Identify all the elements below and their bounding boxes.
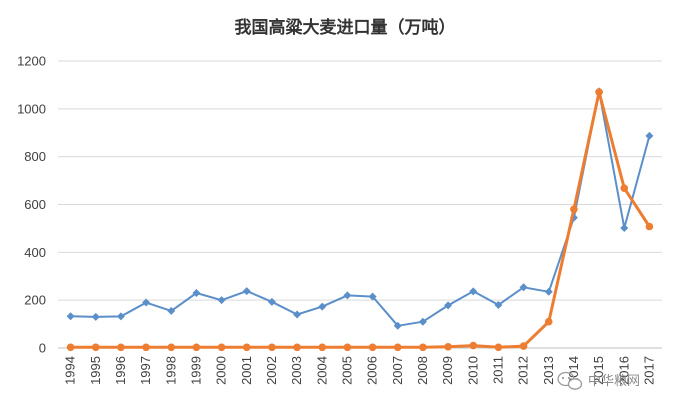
x-tick-label: 2004 [314,356,329,385]
x-tick-label: 1994 [63,356,78,385]
x-tick-labels: 1994 1995 1996 1997 1998 1999 2000 2001 2002 2003… [63,356,657,385]
x-tick-label: 1999 [188,356,203,385]
x-tick-label: 2016 [616,356,631,385]
y-tick-label: 1000 [17,101,46,116]
series-2-point [645,222,654,231]
series-1-point [293,310,302,319]
series-1-point [469,287,478,296]
series-1-point [167,306,176,315]
x-tick-label: 2002 [264,356,279,385]
series-lines [66,87,654,352]
x-tick-label: 2007 [390,356,405,385]
y-tick-labels: 0 200 400 600 800 1000 1200 [17,54,46,356]
x-tick-label: 2012 [516,356,531,385]
x-tick-label: 1995 [88,356,103,385]
series-2-point [242,343,251,352]
series-1 [66,87,654,330]
series-1-point [343,291,352,300]
y-tick-label: 0 [39,341,46,356]
series-2-point [620,184,629,193]
x-tick-label: 2000 [214,356,229,385]
series-2-line [70,90,651,349]
series-2-point [595,88,603,96]
y-tick-label: 400 [24,245,46,260]
series-1-point [242,287,251,296]
wechat-icon [557,371,583,390]
watermark-text: 中华粮网 [588,374,640,389]
x-tick-label: 2006 [365,356,380,385]
y-tick-label: 800 [24,149,46,164]
series-1-point [519,283,528,292]
series-1-point [368,292,377,301]
gridlines [58,60,662,301]
series-1-point [66,312,75,321]
series-2-point [167,343,176,352]
x-tick-label: 2005 [339,356,354,385]
watermark: 中华粮网 [557,371,640,390]
series-2-point [91,343,100,352]
series-2-point [142,343,150,352]
series-1-line [70,90,651,327]
series-1-point [444,301,453,310]
series-2-point [368,343,377,352]
y-tick-label: 1200 [17,54,46,69]
series-2 [66,88,654,352]
x-tick-label: 2015 [591,356,606,385]
series-2-point [519,342,528,350]
series-1-point [116,312,125,321]
series-1-point [142,298,151,307]
x-tick-label: 2009 [440,356,455,385]
x-tick-label: 2010 [465,356,480,385]
x-tick-label: 2001 [239,356,254,385]
series-2-point [393,343,402,352]
series-2-point [444,343,452,351]
series-2-point [293,343,301,352]
series-2-point [469,341,478,350]
series-2-point [268,343,276,352]
series-2-point [494,343,503,352]
x-tick-label: 2011 [490,356,505,384]
series-1-point [393,321,402,330]
series-2-point [117,343,125,352]
x-tick-label: 2013 [541,356,556,385]
series-1-point [267,297,276,306]
series-2-point [192,343,201,352]
x-tick-label: 2008 [415,356,430,385]
x-tick-label: 1996 [113,356,128,385]
y-tick-label: 200 [24,293,46,308]
series-1-point [645,131,654,140]
x-tick-label: 2017 [641,356,656,385]
series-2-point [419,343,427,352]
x-tick-label: 1997 [138,356,153,385]
series-2-point [544,317,553,326]
series-2-point [318,343,327,352]
series-1-point [318,302,327,311]
series-1-point [620,223,629,232]
x-tick-label: 1998 [163,356,178,385]
series-2-point [343,343,352,352]
series-1-point [544,287,553,296]
series-1-point [217,296,226,305]
series-2-point [570,205,578,214]
series-1-point [418,317,427,326]
series-1-point [91,312,100,321]
series-2-point [217,343,226,352]
series-1-point [192,288,201,297]
series-1-point [494,300,503,309]
chart-title: 我国高粱大麦进口量（万吨） [235,17,456,38]
y-tick-label: 600 [24,197,46,212]
series-2-point [66,343,75,352]
x-tick-label: 2003 [289,356,304,385]
